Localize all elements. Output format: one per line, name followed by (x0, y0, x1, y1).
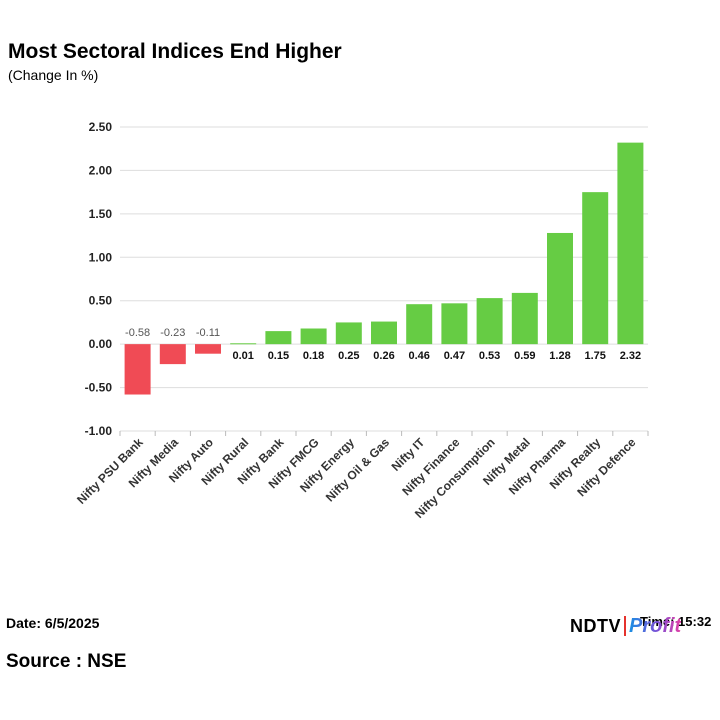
logo-separator (624, 616, 626, 636)
bar (511, 292, 538, 345)
y-tick-label: 1.00 (89, 250, 113, 264)
data-label: 2.32 (620, 350, 641, 362)
logo-profit-text: Profit (629, 614, 682, 637)
bar (476, 298, 503, 345)
bar (124, 344, 151, 395)
bar (406, 304, 433, 345)
data-label: 1.75 (584, 350, 605, 362)
data-label: -0.11 (196, 327, 220, 339)
y-tick-label: 2.50 (89, 120, 113, 134)
data-label: 0.15 (268, 350, 289, 362)
bar (441, 303, 468, 345)
y-tick-label: 0.50 (89, 294, 113, 308)
chart-title: Most Sectoral Indices End Higher (8, 40, 342, 63)
y-tick-label: 2.00 (89, 163, 113, 177)
bar (265, 331, 292, 345)
bar (582, 192, 609, 345)
ndtv-profit-logo: NDTV Profit (570, 613, 681, 639)
bar (371, 321, 397, 345)
time-label: Time: 15:32 (640, 614, 712, 629)
data-label: 0.18 (303, 350, 324, 362)
bar (300, 328, 327, 345)
y-tick-label: 0.00 (89, 337, 113, 351)
source-label: Source : NSE (6, 651, 127, 672)
data-label: 0.26 (373, 350, 394, 362)
data-label: 0.47 (444, 350, 465, 362)
x-category-label: Nifty Oil & Gas (323, 435, 393, 505)
data-label: 1.28 (549, 350, 570, 362)
bar (195, 344, 221, 354)
bar (617, 142, 644, 345)
data-label: 0.46 (408, 350, 429, 362)
data-label: 0.01 (232, 350, 253, 362)
bar (230, 343, 257, 345)
data-label: 0.25 (338, 350, 359, 362)
chart-subtitle: (Change In %) (8, 67, 99, 83)
bar (159, 344, 186, 365)
bar (335, 322, 362, 345)
data-label: -0.23 (160, 327, 185, 339)
data-label: 0.59 (514, 350, 535, 362)
logo-ndtv-text: NDTV (570, 615, 621, 636)
y-tick-label: -1.00 (85, 424, 113, 438)
y-tick-label: -0.50 (85, 381, 113, 395)
y-tick-label: 1.50 (89, 207, 113, 221)
data-label: 0.53 (479, 350, 500, 362)
bar (547, 232, 573, 345)
date-label: Date: 6/5/2025 (6, 615, 100, 631)
data-label: -0.58 (125, 327, 150, 339)
bar-chart: 2.50 2.00 1.50 1.00 0.50 0.00 -0.50 -1.00 -0.58 N… (74, 120, 649, 521)
